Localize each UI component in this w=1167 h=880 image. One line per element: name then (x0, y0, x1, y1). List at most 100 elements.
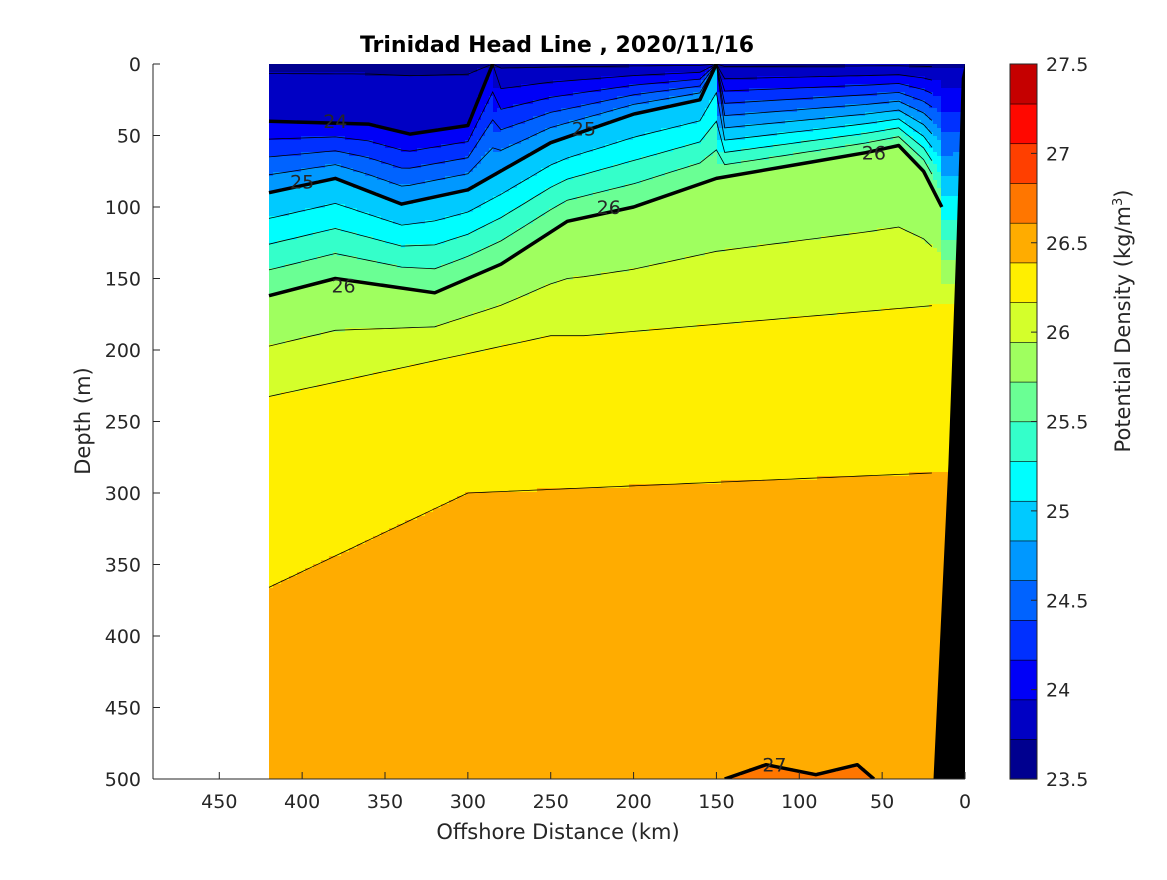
density-cell (361, 328, 366, 333)
density-cell (325, 580, 330, 585)
density-cell (369, 472, 374, 477)
density-cell (345, 524, 350, 529)
density-cell (353, 448, 358, 453)
density-cell (273, 72, 278, 77)
density-cell (337, 476, 342, 481)
density-cell (345, 124, 350, 129)
density-cell (361, 504, 366, 509)
density-cell (329, 372, 334, 377)
density-cell (353, 672, 358, 677)
density-cell (309, 480, 314, 485)
density-cell (337, 264, 342, 269)
density-cell (349, 188, 354, 193)
density-cell (273, 76, 278, 81)
density-cell (321, 284, 326, 289)
density-cell (297, 448, 302, 453)
density-cell (289, 532, 294, 537)
density-cell (289, 424, 294, 429)
density-cell (349, 372, 354, 377)
density-cell (297, 552, 302, 557)
density-cell (333, 76, 338, 81)
density-cell (369, 544, 374, 549)
density-cell (353, 692, 358, 697)
density-cell (377, 412, 382, 417)
density-cell (369, 708, 374, 713)
density-cell (305, 344, 310, 349)
density-cell (365, 432, 370, 437)
density-cell (317, 624, 322, 629)
density-cell (373, 360, 378, 365)
density-cell (281, 440, 286, 445)
density-cell (289, 576, 294, 581)
density-cell (269, 336, 274, 341)
density-cell (353, 504, 358, 509)
density-cell (341, 164, 346, 169)
density-cell (321, 100, 326, 105)
density-cell (345, 116, 350, 121)
density-cell (353, 484, 358, 489)
density-cell (329, 336, 334, 341)
density-cell (285, 64, 290, 69)
density-cell (313, 264, 318, 269)
density-cell (269, 528, 274, 533)
density-cell (353, 760, 358, 765)
density-cell (365, 68, 370, 73)
density-cell (317, 648, 322, 653)
density-cell (313, 616, 318, 621)
density-cell (321, 720, 326, 725)
density-cell (341, 104, 346, 109)
density-cell (349, 288, 354, 293)
density-cell (325, 572, 330, 577)
density-cell (281, 108, 286, 113)
density-cell (337, 648, 342, 653)
density-cell (353, 248, 358, 253)
density-cell (317, 216, 322, 221)
density-cell (277, 236, 282, 241)
density-cell (305, 256, 310, 261)
density-cell (309, 256, 314, 261)
density-cell (341, 304, 346, 309)
density-cell (297, 156, 302, 161)
density-cell (309, 152, 314, 157)
density-cell (321, 508, 326, 513)
density-cell (377, 620, 382, 625)
density-cell (309, 592, 314, 597)
density-cell (301, 228, 306, 233)
density-cell (341, 724, 346, 729)
density-cell (361, 624, 366, 629)
density-cell (353, 136, 358, 141)
density-cell (305, 760, 310, 765)
density-cell (369, 468, 374, 473)
density-cell (297, 68, 302, 73)
density-cell (357, 552, 362, 557)
density-cell (309, 84, 314, 89)
density-cell (293, 488, 298, 493)
density-cell (321, 448, 326, 453)
density-cell (369, 88, 374, 93)
density-cell (289, 328, 294, 333)
density-cell (273, 696, 278, 701)
density-cell (269, 136, 274, 141)
density-cell (373, 276, 378, 281)
density-cell (313, 600, 318, 605)
density-cell (361, 184, 366, 189)
density-cell (373, 512, 378, 517)
density-cell (377, 92, 382, 97)
density-cell (365, 628, 370, 633)
density-cell (289, 360, 294, 365)
density-cell (297, 604, 302, 609)
density-cell (329, 688, 334, 693)
density-cell (357, 188, 362, 193)
density-cell (309, 488, 314, 493)
density-cell (293, 708, 298, 713)
density-cell (377, 692, 382, 697)
density-cell (317, 748, 322, 753)
density-cell (321, 668, 326, 673)
density-cell (365, 324, 370, 329)
density-cell (293, 364, 298, 369)
density-cell (305, 300, 310, 305)
density-cell (357, 292, 362, 297)
density-cell (269, 480, 274, 485)
density-cell (345, 460, 350, 465)
density-cell (285, 552, 290, 557)
